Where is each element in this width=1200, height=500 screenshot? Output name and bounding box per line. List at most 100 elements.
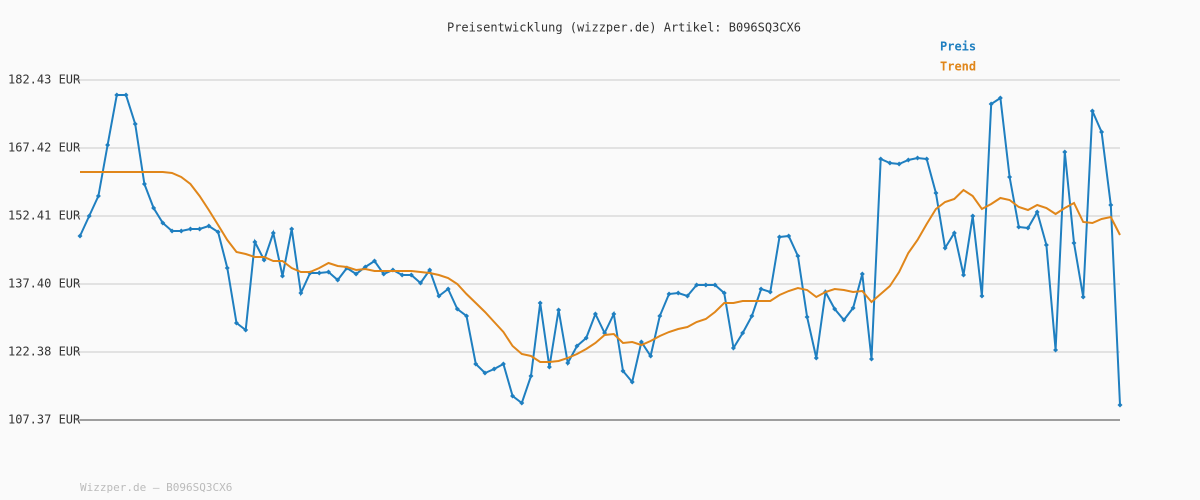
point-marker	[169, 228, 175, 234]
point-marker	[325, 269, 331, 275]
point-marker	[510, 393, 516, 399]
point-marker	[178, 228, 184, 234]
y-tick-label: 152.41 EUR	[8, 208, 81, 222]
point-marker	[187, 226, 193, 232]
point-marker	[942, 245, 948, 251]
y-tick-label: 122.38 EUR	[8, 345, 81, 359]
point-marker	[786, 233, 792, 239]
point-marker	[206, 223, 212, 229]
point-marker	[979, 293, 985, 299]
point-marker	[114, 92, 120, 98]
point-marker	[381, 271, 387, 277]
point-marker	[915, 155, 921, 161]
point-marker	[795, 253, 801, 259]
point-marker	[473, 361, 479, 367]
point-marker	[556, 307, 562, 313]
point-marker	[684, 293, 690, 299]
point-marker	[316, 270, 322, 276]
series-line	[80, 171, 1121, 363]
point-marker	[1025, 225, 1031, 231]
footer: Wizzper.de – B096SQ3CX6	[80, 481, 232, 494]
y-tick-label: 167.42 EUR	[8, 140, 81, 154]
point-marker	[749, 313, 755, 319]
point-marker	[537, 300, 543, 306]
point-marker	[528, 373, 534, 379]
point-marker	[408, 272, 414, 278]
point-marker	[813, 355, 819, 361]
point-marker	[1034, 209, 1040, 215]
point-marker	[141, 181, 147, 187]
point-marker	[1016, 224, 1022, 230]
point-marker	[776, 234, 782, 240]
point-marker	[758, 286, 764, 292]
point-marker	[151, 205, 157, 211]
point-marker	[464, 313, 470, 319]
point-marker	[583, 335, 589, 341]
point-marker	[970, 213, 976, 219]
point-marker	[298, 290, 304, 296]
point-marker	[712, 282, 718, 288]
point-marker	[243, 327, 249, 333]
point-marker	[703, 282, 709, 288]
point-marker	[215, 229, 221, 235]
legend-entry: Trend	[940, 60, 976, 74]
point-marker	[694, 282, 700, 288]
point-marker	[730, 345, 736, 351]
y-tick-label: 137.40 EUR	[8, 276, 81, 290]
point-marker	[1062, 149, 1068, 155]
point-marker	[1108, 202, 1114, 208]
point-marker	[105, 142, 111, 148]
point-marker	[961, 272, 967, 278]
point-marker	[132, 121, 138, 127]
point-marker	[1071, 240, 1077, 246]
point-marker	[95, 193, 101, 199]
point-marker	[629, 379, 635, 385]
point-marker	[666, 291, 672, 297]
point-marker	[887, 160, 893, 166]
chart-title: Preisentwicklung (wizzper.de) Artikel: B…	[447, 21, 801, 35]
point-marker	[933, 190, 939, 196]
point-marker	[611, 311, 617, 317]
point-marker	[951, 230, 957, 236]
point-marker	[353, 271, 359, 277]
point-marker	[905, 157, 911, 163]
point-marker	[289, 226, 295, 232]
point-marker	[924, 156, 930, 162]
point-marker	[270, 230, 276, 236]
point-marker	[648, 353, 654, 359]
point-marker	[997, 95, 1003, 101]
legend-entry: Preis	[940, 40, 976, 54]
point-marker	[878, 156, 884, 162]
point-marker	[804, 314, 810, 320]
point-marker	[160, 220, 166, 226]
point-marker	[638, 339, 644, 345]
point-marker	[491, 366, 497, 372]
point-marker	[123, 92, 129, 98]
point-marker	[399, 272, 405, 278]
point-marker	[546, 364, 552, 370]
point-marker	[372, 258, 378, 264]
point-marker	[519, 400, 525, 406]
point-marker	[740, 330, 746, 336]
point-marker	[427, 267, 433, 273]
point-marker	[1053, 347, 1059, 353]
point-marker	[445, 286, 451, 292]
point-marker	[77, 233, 83, 239]
point-marker	[418, 280, 424, 286]
point-marker	[252, 239, 258, 245]
point-marker	[675, 290, 681, 296]
point-marker	[1043, 242, 1049, 248]
point-marker	[224, 265, 230, 271]
point-marker	[988, 101, 994, 107]
point-marker	[592, 311, 598, 317]
point-marker	[565, 360, 571, 366]
point-marker	[436, 293, 442, 299]
point-marker	[335, 277, 341, 283]
point-marker	[233, 320, 239, 326]
point-marker	[832, 306, 838, 312]
point-marker	[850, 305, 856, 311]
point-marker	[869, 356, 875, 362]
point-marker	[1099, 129, 1105, 135]
